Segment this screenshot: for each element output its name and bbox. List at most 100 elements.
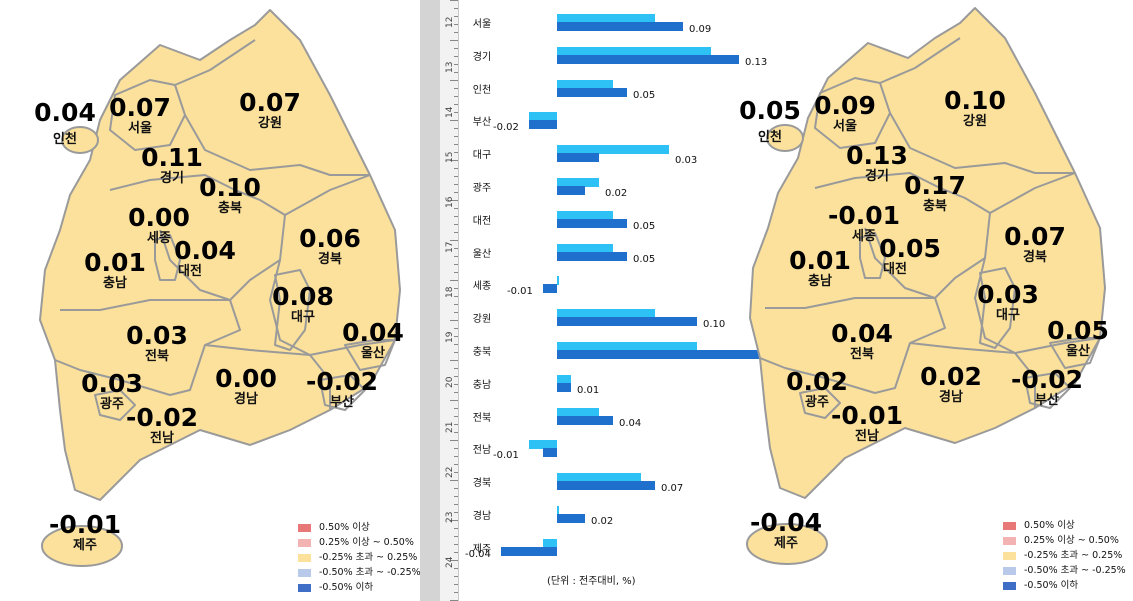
region-name: 경남 <box>234 392 258 407</box>
ruler-tick <box>454 368 458 369</box>
border-seoul-gyeonggi <box>814 77 891 149</box>
bar-prev-week <box>557 276 559 286</box>
ruler-tick <box>454 168 458 169</box>
ruler-tick <box>454 104 458 105</box>
legend-swatch <box>298 568 311 577</box>
ruler-tick <box>454 504 458 505</box>
value-label: -0.02 <box>493 122 519 134</box>
legend-swatch <box>298 538 311 547</box>
region-value: 0.03 <box>977 280 1039 309</box>
region-name: 부산 <box>1035 393 1059 408</box>
ruler-tick <box>454 464 458 465</box>
ruler-tick <box>454 352 458 353</box>
bar-prev-week <box>529 440 557 450</box>
ruler-tick <box>450 0 458 1</box>
ruler-tick <box>454 456 458 457</box>
ruler-tick <box>450 360 458 361</box>
ruler-number: 16 <box>445 196 455 208</box>
ruler-tick <box>454 288 458 289</box>
region-jeonnam: -0.02 전남 <box>122 405 202 445</box>
value-label: 0.13 <box>745 56 768 68</box>
ruler-tick <box>454 16 458 17</box>
bar-this-week <box>557 317 697 327</box>
bar-prev-week <box>557 79 613 89</box>
unit-note: (단위 : 전주대비, %) <box>547 576 636 587</box>
ruler-number: 12 <box>445 16 455 28</box>
value-label: -0.04 <box>465 548 491 560</box>
ruler-tick <box>454 416 458 417</box>
legend-label: 0.25% 이상 ~ 0.50% <box>319 537 414 548</box>
ruler-number: 15 <box>445 151 455 163</box>
ruler-tick <box>454 232 458 233</box>
ruler-tick <box>450 440 458 441</box>
border-ulsan <box>1049 337 1101 369</box>
border-chungbuk <box>814 172 991 299</box>
category-label: 세종 <box>472 281 492 293</box>
legend-swatch <box>1003 566 1016 575</box>
bar-this-week <box>543 448 557 458</box>
ruler-tick <box>454 48 458 49</box>
ruler-tick <box>454 328 458 329</box>
category-label: 충남 <box>472 379 492 391</box>
ruler-tick <box>454 488 458 489</box>
border-busan <box>319 374 366 411</box>
region-chungbuk: 0.10 충북 <box>195 175 265 215</box>
korea-map-shape <box>39 9 401 567</box>
ruler-tick <box>454 384 458 385</box>
ruler-tick <box>454 496 458 497</box>
legend-label: -0.25% 초과 ~ 0.25% <box>1024 550 1123 561</box>
ruler-tick <box>454 304 458 305</box>
region-value: -0.02 <box>1010 365 1084 394</box>
region-gangwon: 0.07 강원 <box>235 90 305 130</box>
region-gangwon: 0.10 강원 <box>940 88 1010 128</box>
legend-item: -0.50% 이하 <box>298 580 421 595</box>
bar-this-week <box>557 153 599 163</box>
ruler-tick <box>454 56 458 57</box>
ruler-number: 19 <box>445 331 455 343</box>
bar-prev-week <box>557 506 559 515</box>
region-name: 광주 <box>100 397 124 412</box>
region-name: 세종 <box>852 229 876 244</box>
region-ulsan: 0.05 울산 <box>1043 318 1113 358</box>
bar-prev-week <box>557 46 711 56</box>
region-value: 0.04 <box>174 236 236 265</box>
ruler-tick <box>454 24 458 25</box>
bar-prev-week <box>557 210 613 220</box>
border-gyeongnam <box>204 344 331 410</box>
value-label: 0.02 <box>605 188 628 199</box>
region-busan: -0.02 부산 <box>1007 367 1087 407</box>
border-seoul-gyeonggi <box>109 79 186 151</box>
ruler-number: 18 <box>445 286 455 298</box>
ruler-tick <box>454 408 458 409</box>
ruler-tick <box>454 552 458 553</box>
region-value: 0.04 <box>831 319 893 348</box>
legend-swatch <box>298 583 311 592</box>
incheon-island <box>766 124 804 152</box>
region-value: 0.05 <box>879 234 941 263</box>
category-label: 전북 <box>472 412 492 424</box>
region-name: 경기 <box>160 171 184 186</box>
legend-item: -0.25% 초과 ~ 0.25% <box>298 550 421 565</box>
region-value: 0.01 <box>84 248 146 277</box>
region-incheon: 0.04 인천 <box>30 100 100 146</box>
region-chungnam: 0.01 충남 <box>785 248 855 288</box>
region-gyeongbuk: 0.06 경북 <box>295 226 365 266</box>
ruler-tick <box>454 272 458 273</box>
category-label: 대구 <box>472 150 492 162</box>
region-value: 0.05 <box>739 96 801 125</box>
ruler-tick <box>454 248 458 249</box>
bar-prev-week <box>557 342 697 351</box>
region-name: 충북 <box>923 199 947 214</box>
region-value: 0.05 <box>1047 316 1109 345</box>
bar-this-week <box>501 546 557 556</box>
region-name: 충남 <box>103 276 127 291</box>
region-name: 서울 <box>833 119 857 134</box>
region-name: 경기 <box>865 169 889 184</box>
bar-this-week <box>557 218 627 228</box>
ruler-tick <box>450 400 458 401</box>
ruler-tick <box>454 216 458 217</box>
bar-this-week <box>557 481 655 491</box>
region-value: 0.10 <box>944 86 1006 115</box>
ruler-tick <box>454 96 458 97</box>
border-daejeon-sejong <box>154 234 181 281</box>
